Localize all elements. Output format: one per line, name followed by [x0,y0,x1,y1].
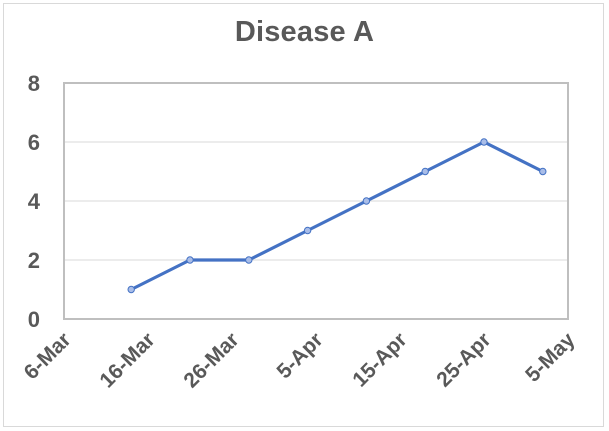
x-axis-labels: 6-Mar 16-Mar 26-Mar 5-Apr 15-Apr 25-Apr 5-May [20,328,580,392]
data-point-marker [127,285,135,294]
x-tick-label: 15-Apr [348,328,411,391]
x-tick-label: 26-Mar [179,328,243,392]
chart-title: Disease A [234,16,375,48]
y-tick-label: 0 [28,307,40,332]
x-tick-label: 16-Mar [95,328,159,392]
data-point-marker [421,167,429,176]
x-tick-label: 6-Mar [20,328,76,384]
series-line [129,140,545,292]
y-tick-label: 2 [28,248,40,273]
chart-frame [3,3,604,427]
data-point-marker [539,167,547,176]
y-tick-label: 6 [28,130,40,155]
y-axis-labels: 0 2 4 6 8 [28,71,41,332]
data-point-marker [480,138,488,146]
data-point-marker [245,256,253,264]
x-tick-label: 5-Apr [272,328,327,383]
plot-area [63,82,569,320]
x-tick-label: 5-May [521,328,580,387]
gridlines [64,141,568,261]
data-point-marker [186,256,194,264]
data-point-marker [362,197,371,205]
y-tick-label: 4 [28,189,41,214]
y-tick-label: 8 [28,71,40,96]
series-disease-a [127,138,547,294]
x-tick-label: 25-Apr [432,328,495,391]
data-point-marker [303,226,312,235]
